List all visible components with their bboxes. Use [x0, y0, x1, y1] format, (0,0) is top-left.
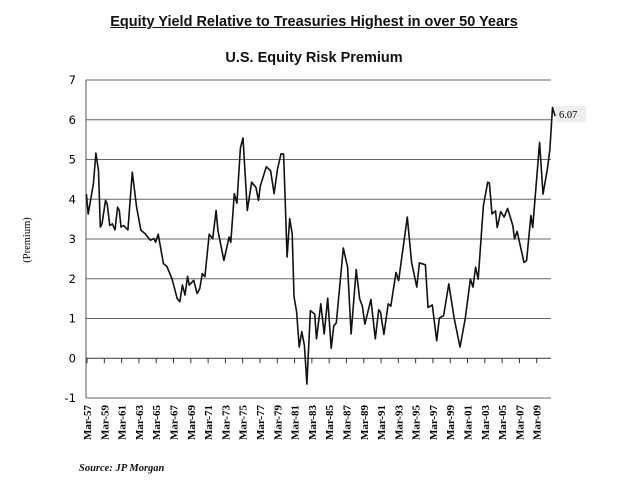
x-tick-label: Mar-97: [428, 405, 440, 441]
annotation-box: [556, 106, 586, 122]
x-tick-label: Mar-83: [307, 405, 319, 441]
x-tick-label: Mar-63: [134, 405, 146, 441]
x-tick-label: Mar-89: [359, 405, 371, 441]
chart-subtitle: U.S. Equity Risk Premium: [225, 50, 403, 66]
y-tick-label: 1: [69, 312, 76, 326]
x-tick-label: Mar-71: [203, 405, 215, 440]
y-tick-label: 0: [69, 351, 76, 365]
source-note: Source: JP Morgan: [79, 463, 165, 474]
x-tick-label: Mar-05: [497, 405, 509, 441]
y-tick-label: 2: [69, 272, 76, 286]
y-tick-label: 6: [69, 113, 76, 127]
x-tick-label: Mar-77: [255, 405, 267, 441]
x-tick-label: Mar-79: [272, 405, 284, 441]
x-tick-label: Mar-87: [341, 405, 353, 441]
x-tick-label: Mar-67: [169, 405, 181, 441]
series-line-equity-risk-premium: [85, 106, 556, 385]
x-tick-label: Mar-99: [445, 405, 457, 441]
x-tick-label: Mar-01: [463, 405, 475, 440]
y-axis-label: (Premium): [22, 217, 33, 263]
x-tick-label: Mar-73: [220, 405, 232, 441]
x-tick-label: Mar-65: [151, 405, 163, 441]
x-tick-label: Mar-93: [393, 405, 405, 441]
chart-title: Equity Yield Relative to Treasuries High…: [110, 14, 518, 30]
y-tick-label: 7: [69, 73, 76, 87]
x-tick-label: Mar-03: [480, 405, 492, 441]
y-tick-label: 4: [69, 192, 76, 206]
y-tick-label: -1: [65, 391, 76, 405]
x-tick-label: Mar-57: [82, 405, 94, 441]
x-tick-label: Mar-95: [411, 405, 423, 441]
y-tick-label: 3: [69, 232, 76, 246]
x-tick-label: Mar-59: [99, 405, 111, 441]
x-tick-label: Mar-61: [117, 405, 129, 440]
x-tick-label: Mar-09: [532, 405, 544, 441]
x-tick-label: Mar-91: [376, 405, 388, 440]
x-tick-label: Mar-85: [324, 405, 336, 441]
x-tick-label: Mar-69: [186, 405, 198, 441]
x-tick-label: Mar-07: [514, 405, 526, 441]
last-value-annotation: 6.07: [559, 110, 577, 121]
y-tick-label: 5: [69, 153, 76, 167]
x-tick-label: Mar-75: [238, 405, 250, 441]
x-tick-label: Mar-81: [290, 405, 302, 440]
